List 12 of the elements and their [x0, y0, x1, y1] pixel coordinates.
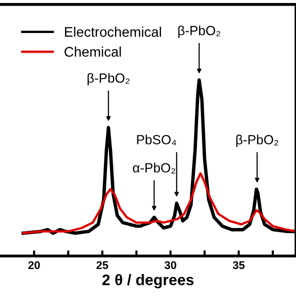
x-tick-label: 20	[28, 261, 40, 270]
legend-label: Chemical	[64, 46, 121, 57]
x-tick-label: 30	[164, 261, 176, 270]
legend-label: Electrochemical	[65, 26, 161, 37]
x-tick-label: 25	[96, 261, 108, 270]
annotation: PbSO₄	[137, 134, 176, 146]
annotation: β-PbO₂	[88, 73, 130, 86]
x-tick-label: 35	[232, 261, 245, 270]
x-axis-title: 2 θ / degrees	[102, 274, 194, 288]
annotation: β-PbO₂	[178, 26, 220, 38]
annotation: α-PbO₂	[132, 162, 176, 174]
annotation: β-PbO₂	[236, 134, 278, 147]
